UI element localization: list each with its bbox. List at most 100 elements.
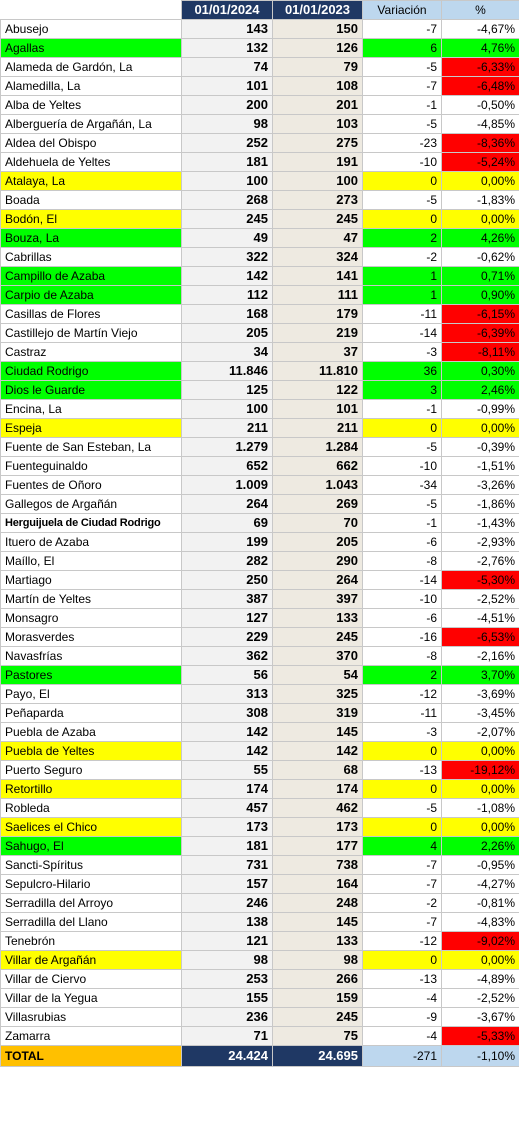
population-2024: 236 — [181, 1007, 273, 1027]
total-label: TOTAL — [0, 1045, 182, 1067]
population-2024: 71 — [181, 1026, 273, 1046]
table-row: Ituero de Azaba 199 205 -6 -2,93% — [0, 532, 519, 552]
table-row: Aldea del Obispo 252 275 -23 -8,36% — [0, 133, 519, 153]
population-2024: 245 — [181, 209, 273, 229]
population-2024: 98 — [181, 114, 273, 134]
population-2024: 362 — [181, 646, 273, 666]
population-2023: 211 — [272, 418, 363, 438]
municipality-name: Villasrubias — [0, 1007, 182, 1027]
variation-value: -1 — [362, 399, 442, 419]
population-2023: 275 — [272, 133, 363, 153]
percent-change: 0,30% — [441, 361, 519, 381]
table-row: Martín de Yeltes 387 397 -10 -2,52% — [0, 589, 519, 609]
variation-value: -3 — [362, 722, 442, 742]
percent-change: -1,83% — [441, 190, 519, 210]
population-2023: 108 — [272, 76, 363, 96]
variation-value: -5 — [362, 798, 442, 818]
percent-change: -4,27% — [441, 874, 519, 894]
variation-value: 3 — [362, 380, 442, 400]
population-2023: 133 — [272, 608, 363, 628]
population-2023: 100 — [272, 171, 363, 191]
population-2024: 100 — [181, 171, 273, 191]
variation-value: 0 — [362, 209, 442, 229]
population-2023: 47 — [272, 228, 363, 248]
population-2023: 370 — [272, 646, 363, 666]
municipality-name: Alberguería de Argañán, La — [0, 114, 182, 134]
variation-value: 6 — [362, 38, 442, 58]
percent-change: -3,45% — [441, 703, 519, 723]
variation-value: -5 — [362, 57, 442, 77]
municipality-name: Castillejo de Martín Viejo — [0, 323, 182, 343]
header-percent: % — [441, 0, 519, 20]
population-2023: 264 — [272, 570, 363, 590]
variation-value: -2 — [362, 893, 442, 913]
municipality-name: Payo, El — [0, 684, 182, 704]
table-row: Dios le Guarde 125 122 3 2,46% — [0, 380, 519, 400]
municipality-name: Bodón, El — [0, 209, 182, 229]
table-row: Bodón, El 245 245 0 0,00% — [0, 209, 519, 229]
population-2024: 56 — [181, 665, 273, 685]
table-row: Villar de Ciervo 253 266 -13 -4,89% — [0, 969, 519, 989]
percent-change: -4,83% — [441, 912, 519, 932]
table-row: Serradilla del Llano 138 145 -7 -4,83% — [0, 912, 519, 932]
table-row: Martiago 250 264 -14 -5,30% — [0, 570, 519, 590]
municipality-name: Sepulcro-Hilario — [0, 874, 182, 894]
percent-change: 2,46% — [441, 380, 519, 400]
table-row: Monsagro 127 133 -6 -4,51% — [0, 608, 519, 628]
variation-value: -7 — [362, 874, 442, 894]
population-2024: 132 — [181, 38, 273, 58]
table-row: Sancti-Spíritus 731 738 -7 -0,95% — [0, 855, 519, 875]
population-2023: 145 — [272, 912, 363, 932]
percent-change: 4,26% — [441, 228, 519, 248]
percent-change: 0,00% — [441, 209, 519, 229]
table-row: Sahugo, El 181 177 4 2,26% — [0, 836, 519, 856]
total-2023: 24.695 — [272, 1045, 363, 1067]
municipality-name: Dios le Guarde — [0, 380, 182, 400]
total-variation: -271 — [362, 1045, 442, 1067]
population-2023: 245 — [272, 627, 363, 647]
municipality-name: Abusejo — [0, 19, 182, 39]
population-2024: 1.279 — [181, 437, 273, 457]
percent-change: -4,51% — [441, 608, 519, 628]
table-row: Payo, El 313 325 -12 -3,69% — [0, 684, 519, 704]
municipality-name: Fuentes de Oñoro — [0, 475, 182, 495]
variation-value: -8 — [362, 551, 442, 571]
population-2024: 264 — [181, 494, 273, 514]
variation-value: 0 — [362, 817, 442, 837]
total-row: TOTAL 24.424 24.695 -271 -1,10% — [0, 1045, 519, 1067]
population-2023: 269 — [272, 494, 363, 514]
variation-value: -13 — [362, 760, 442, 780]
table-row: Espeja 211 211 0 0,00% — [0, 418, 519, 438]
percent-change: -6,39% — [441, 323, 519, 343]
percent-change: -3,69% — [441, 684, 519, 704]
municipality-name: Aldehuela de Yeltes — [0, 152, 182, 172]
municipality-name: Villar de la Yegua — [0, 988, 182, 1008]
population-2023: 266 — [272, 969, 363, 989]
population-2024: 98 — [181, 950, 273, 970]
population-2024: 127 — [181, 608, 273, 628]
population-2024: 268 — [181, 190, 273, 210]
variation-value: -7 — [362, 912, 442, 932]
percent-change: -5,33% — [441, 1026, 519, 1046]
header-2024: 01/01/2024 — [181, 0, 273, 20]
municipality-name: Serradilla del Llano — [0, 912, 182, 932]
municipality-name: Tenebrón — [0, 931, 182, 951]
population-2024: 101 — [181, 76, 273, 96]
table-row: Agallas 132 126 6 4,76% — [0, 38, 519, 58]
header-blank-cell — [0, 0, 182, 20]
population-2023: 662 — [272, 456, 363, 476]
percent-change: -0,99% — [441, 399, 519, 419]
variation-value: 36 — [362, 361, 442, 381]
percent-change: 0,00% — [441, 171, 519, 191]
table-row: Villar de Argañán 98 98 0 0,00% — [0, 950, 519, 970]
municipality-name: Villar de Ciervo — [0, 969, 182, 989]
variation-value: 0 — [362, 418, 442, 438]
population-2023: 150 — [272, 19, 363, 39]
percent-change: 3,70% — [441, 665, 519, 685]
population-2024: 211 — [181, 418, 273, 438]
table-row: Maíllo, El 282 290 -8 -2,76% — [0, 551, 519, 571]
population-2024: 34 — [181, 342, 273, 362]
variation-value: -6 — [362, 532, 442, 552]
variation-value: -4 — [362, 988, 442, 1008]
municipality-name: Gallegos de Argañán — [0, 494, 182, 514]
